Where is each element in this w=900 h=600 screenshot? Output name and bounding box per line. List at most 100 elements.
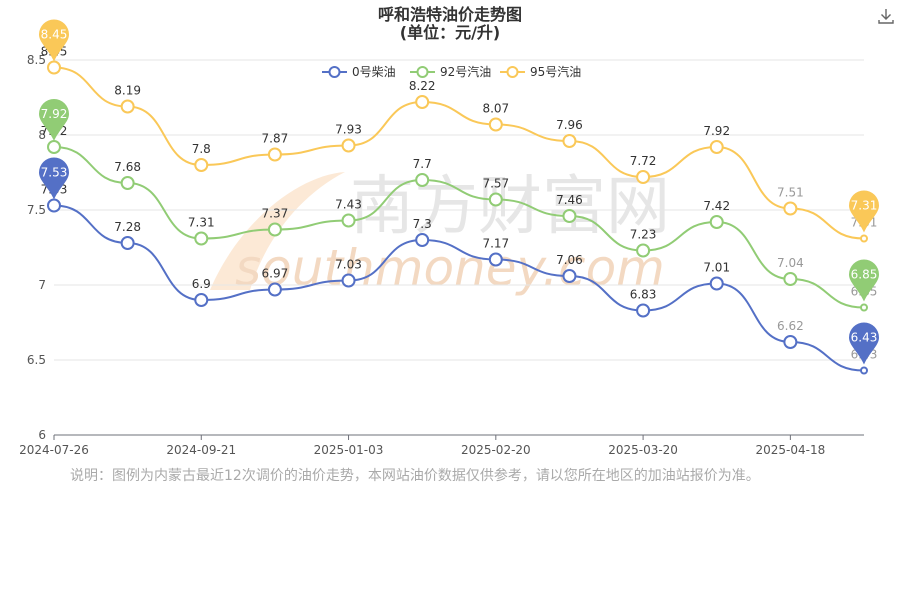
data-point [488,192,503,207]
data-point [415,233,430,247]
data-point [860,234,868,243]
data-point [47,198,61,213]
data-point [341,273,356,288]
data-label: 7.93 [335,123,362,137]
chart-note: 说明：图例为内蒙古最近12次调价的油价走势，本网站油价数据仅供参考，请以您所在地… [70,468,760,484]
data-point [860,366,868,375]
legend-marker [416,66,429,78]
data-label: 7.17 [482,237,509,251]
series-0 [47,198,868,375]
chart-title: 呼和浩特油价走势图 [378,5,522,24]
pin-label: 7.31 [851,199,878,213]
max-pin: 7.92 [39,99,69,141]
data-point [47,140,61,154]
pin-shape [39,19,69,62]
data-label: 7.37 [262,207,289,221]
pin-label: 6.85 [851,268,878,282]
series-2 [47,60,868,243]
legend-item[interactable]: 0号柴油 [322,65,396,79]
series-group [47,60,868,375]
data-point [415,173,430,187]
data-point [194,293,209,307]
x-tick-label: 2025-01-03 [314,443,384,457]
chart-subtitle: (单位：元/升) [400,23,500,42]
extreme-pins: 7.53 6.43 7.92 6.85 8.45 7.31 [39,19,879,365]
pin-label: 7.92 [41,107,68,121]
data-point [47,60,61,75]
data-point [562,209,577,223]
data-point [415,95,430,109]
data-label: 7.46 [556,193,583,207]
data-point [636,303,651,318]
data-label: 7.23 [630,228,657,242]
y-tick-label: 6.5 [27,353,46,367]
data-label: 7.01 [703,261,730,275]
data-point [783,201,798,216]
data-label: 8.19 [114,84,141,98]
legend-marker [328,66,341,78]
x-tick-label: 2025-03-20 [608,443,678,457]
min-pin: 7.31 [849,190,879,233]
x-tick-label: 2024-07-26 [19,443,89,457]
pin-shape [849,322,879,365]
series-line [53,204,865,372]
data-point [194,231,209,246]
data-label: 8.07 [482,102,509,116]
y-tick-label: 7.5 [27,203,46,217]
data-point [120,236,135,250]
data-point [709,276,724,291]
data-label: 7.68 [114,160,141,174]
data-point [636,170,651,184]
max-pin: 7.53 [39,157,69,200]
legend[interactable]: 0号柴油 92号汽油 95号汽油 [322,64,581,79]
data-label: 7.43 [335,198,362,212]
data-label: 6.62 [777,319,804,333]
legend-item[interactable]: 92号汽油 [410,64,491,79]
data-label: 7.31 [188,216,215,230]
pin-shape [849,190,879,233]
data-point [562,134,577,148]
data-label: 7.06 [556,253,583,267]
data-point [709,215,724,229]
legend-label: 0号柴油 [352,65,396,79]
pin-label: 6.43 [851,331,878,345]
data-label: 7.04 [777,256,804,270]
data-point [488,252,503,267]
data-point [783,272,798,286]
x-tick-label: 2025-02-20 [461,443,531,457]
data-point [120,99,135,114]
data-label: 7.57 [482,177,509,191]
grid [54,59,864,361]
data-point [267,282,282,297]
data-label: 7.42 [703,199,730,213]
x-tick-label: 2024-09-21 [166,443,236,457]
series-line [53,66,865,240]
y-tick-label: 8.5 [27,53,46,67]
axes: 6 6.5 7 7.5 8 8.5 2024-07-26 2024-09-21 2025-01-… [19,53,864,457]
data-label: 6.9 [192,277,211,291]
data-point [488,117,503,132]
data-point [860,303,868,312]
data-point [341,138,356,153]
min-pin: 6.85 [849,259,879,302]
data-point [783,335,798,349]
watermark-en: southmoney.com [235,239,665,297]
legend-label: 95号汽油 [530,64,581,79]
data-label: 7.72 [630,154,657,168]
data-label: 7.92 [703,124,730,138]
download-icon[interactable] [876,6,896,26]
legend-item[interactable]: 95号汽油 [500,64,581,79]
data-point [341,213,356,228]
data-point [120,176,135,190]
pin-label: 7.53 [41,166,68,180]
max-pin: 8.45 [39,19,69,62]
y-tick-label: 6 [38,428,46,442]
data-label: 6.83 [630,288,657,302]
data-label: 6.97 [262,267,289,281]
watermark-cn: 南方财富网 [350,170,670,244]
pin-shape [39,157,69,200]
data-point [562,269,577,283]
data-label: 7.03 [335,258,362,272]
